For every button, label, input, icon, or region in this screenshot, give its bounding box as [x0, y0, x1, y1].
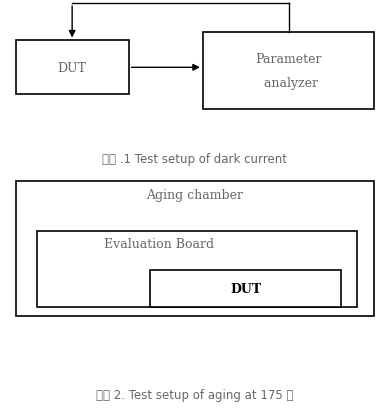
Bar [203, 33, 374, 109]
Text: 그림 2. Test setup of aging at 175 도: 그림 2. Test setup of aging at 175 도 [96, 388, 294, 401]
Bar [16, 41, 129, 95]
Bar [37, 231, 357, 308]
Text: DUT: DUT [230, 282, 261, 296]
Text: 그림 .1 Test setup of dark current: 그림 .1 Test setup of dark current [103, 152, 287, 166]
Bar [150, 271, 341, 308]
Text: DUT: DUT [58, 62, 87, 75]
Text: Parameter: Parameter [255, 53, 322, 66]
Bar [16, 182, 374, 316]
Text: Aging chamber: Aging chamber [147, 188, 243, 202]
Text: Evaluation Board: Evaluation Board [103, 237, 214, 250]
Text: analyzer: analyzer [260, 76, 317, 89]
